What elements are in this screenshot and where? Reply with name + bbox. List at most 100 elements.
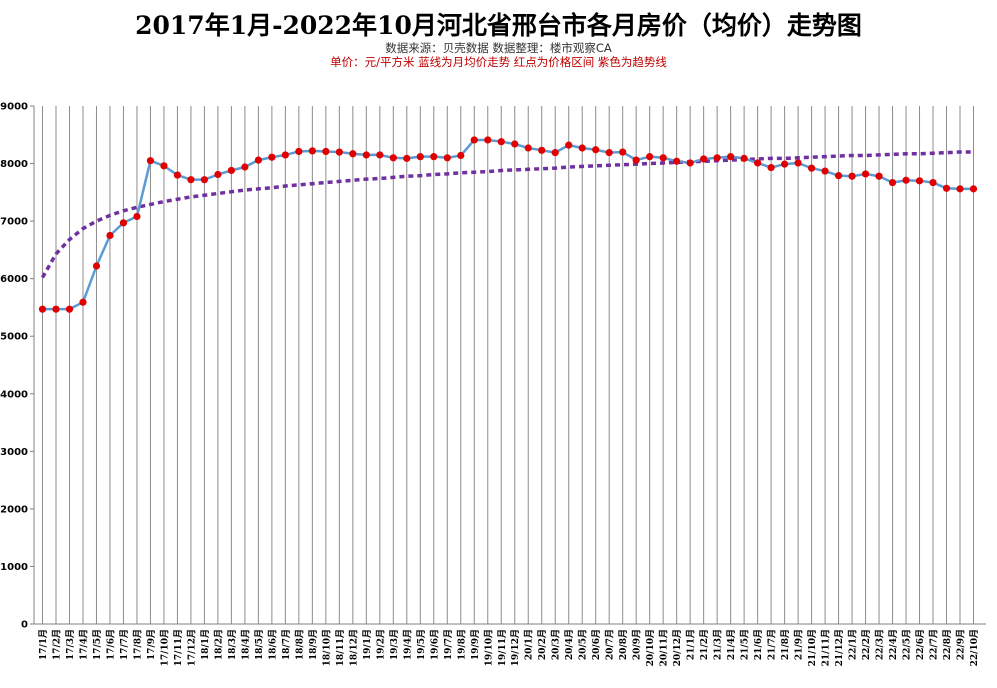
data-point [65, 305, 74, 313]
data-point [443, 154, 451, 162]
data-point [295, 147, 303, 156]
x-tick-label: 21/3月 [713, 629, 724, 660]
data-point [106, 231, 114, 240]
price-line-layer [42, 138, 974, 311]
x-tick-label: 21/2月 [699, 629, 710, 660]
data-point [861, 170, 870, 178]
x-tick-label: 20/2月 [537, 629, 548, 660]
y-tick-label: 6000 [0, 274, 28, 285]
data-point [929, 178, 937, 187]
data-point [470, 136, 478, 144]
x-tick-label: 20/12月 [672, 629, 683, 666]
data-point [497, 138, 505, 146]
data-point [281, 151, 289, 159]
vertical-gridlines [42, 106, 974, 624]
data-point [146, 157, 155, 165]
x-tick-label: 22/6月 [915, 629, 926, 660]
data-point [430, 153, 438, 161]
chart-subtitle: 数据来源：贝壳数据 数据整理：楼市观察CA [385, 41, 612, 55]
y-tick-label: 1000 [0, 562, 28, 573]
x-tick-label: 18/4月 [240, 629, 251, 660]
x-tick-label: 22/7月 [929, 629, 940, 660]
data-point [686, 159, 694, 167]
x-tick-label: 20/10月 [645, 629, 656, 666]
axes [33, 106, 986, 625]
data-point [322, 147, 330, 156]
x-tick-label: 19/12月 [510, 629, 521, 666]
price-line [42, 138, 974, 311]
x-tick-label: 21/4月 [726, 629, 737, 660]
x-tick-label: 21/8月 [780, 629, 791, 660]
x-tick-label: 22/4月 [888, 629, 899, 660]
data-point [79, 298, 87, 306]
x-tick-label: 20/1月 [524, 629, 535, 660]
x-tick-label: 21/10月 [807, 629, 818, 666]
x-tick-label: 17/2月 [51, 629, 62, 660]
data-point [834, 172, 843, 180]
x-tick-label: 22/2月 [861, 629, 872, 660]
x-tick-label: 20/3月 [551, 629, 562, 660]
x-tick-label: 17/11月 [173, 629, 184, 666]
data-point [915, 177, 924, 185]
data-point [794, 159, 802, 167]
x-tick-label: 21/5月 [740, 629, 751, 660]
data-point [659, 154, 667, 162]
x-tick-label: 19/3月 [389, 629, 400, 660]
x-tick-label: 20/4月 [564, 629, 575, 660]
data-point [673, 157, 681, 165]
x-tick-label: 19/2月 [375, 629, 386, 660]
x-tick-label: 19/7月 [443, 629, 454, 660]
chart-note: 单价：元/平方米 蓝线为月均价走势 红点为价格区间 紫色为趋势线 [330, 55, 667, 69]
y-tick-label: 5000 [0, 332, 28, 343]
x-tick-label: 18/7月 [281, 629, 292, 660]
x-tick-label: 19/1月 [362, 629, 373, 660]
x-tick-label: 18/5月 [254, 629, 265, 660]
data-point [713, 154, 721, 162]
y-tick-label: 0 [21, 620, 28, 631]
x-tick-label: 17/9月 [146, 629, 157, 660]
data-point [362, 151, 370, 159]
x-tick-label: 19/8月 [456, 629, 467, 660]
x-tick-label: 19/11月 [497, 629, 508, 666]
data-point [740, 154, 748, 162]
y-axis-ticks: 0 1000 2000 3000 4000 5000 6000 7000 8000 9000 [0, 102, 34, 631]
x-tick-label: 19/5月 [416, 629, 427, 660]
x-tick-label: 21/12月 [834, 629, 845, 666]
x-tick-label: 20/6月 [591, 629, 602, 660]
data-point [524, 144, 532, 152]
data-point [52, 305, 60, 313]
price-markers [38, 136, 978, 313]
data-point [376, 151, 384, 159]
x-tick-label: 17/8月 [132, 629, 143, 660]
data-point [403, 154, 411, 162]
data-point [902, 176, 910, 184]
x-tick-label: 17/10月 [159, 629, 170, 666]
x-tick-label: 17/6月 [105, 629, 116, 660]
data-point [241, 163, 249, 171]
data-point [821, 167, 829, 175]
x-tick-label: 21/6月 [753, 629, 764, 660]
data-point [578, 144, 586, 152]
data-point [632, 156, 640, 164]
data-point [888, 178, 897, 187]
data-point [646, 153, 654, 161]
x-tick-label: 20/7月 [605, 629, 616, 660]
data-point [848, 172, 856, 180]
x-tick-label: 19/10月 [483, 629, 494, 666]
x-tick-label: 17/1月 [38, 629, 49, 660]
x-tick-label: 20/8月 [618, 629, 629, 660]
data-point [619, 148, 627, 156]
data-point [875, 172, 883, 180]
data-point [254, 156, 262, 164]
x-tick-label: 17/12月 [186, 629, 197, 666]
data-point [389, 154, 397, 162]
data-point [160, 162, 168, 170]
x-tick-label: 22/3月 [875, 629, 886, 660]
chart-title: 2017年1月-2022年10月河北省邢台市各月房价（均价）走势图 [135, 11, 862, 40]
y-tick-label: 8000 [0, 159, 28, 170]
data-point [92, 262, 101, 270]
x-tick-label: 21/11月 [821, 629, 832, 666]
x-tick-label: 18/1月 [200, 629, 211, 660]
data-point [38, 305, 47, 313]
x-tick-label: 18/12月 [348, 629, 359, 666]
